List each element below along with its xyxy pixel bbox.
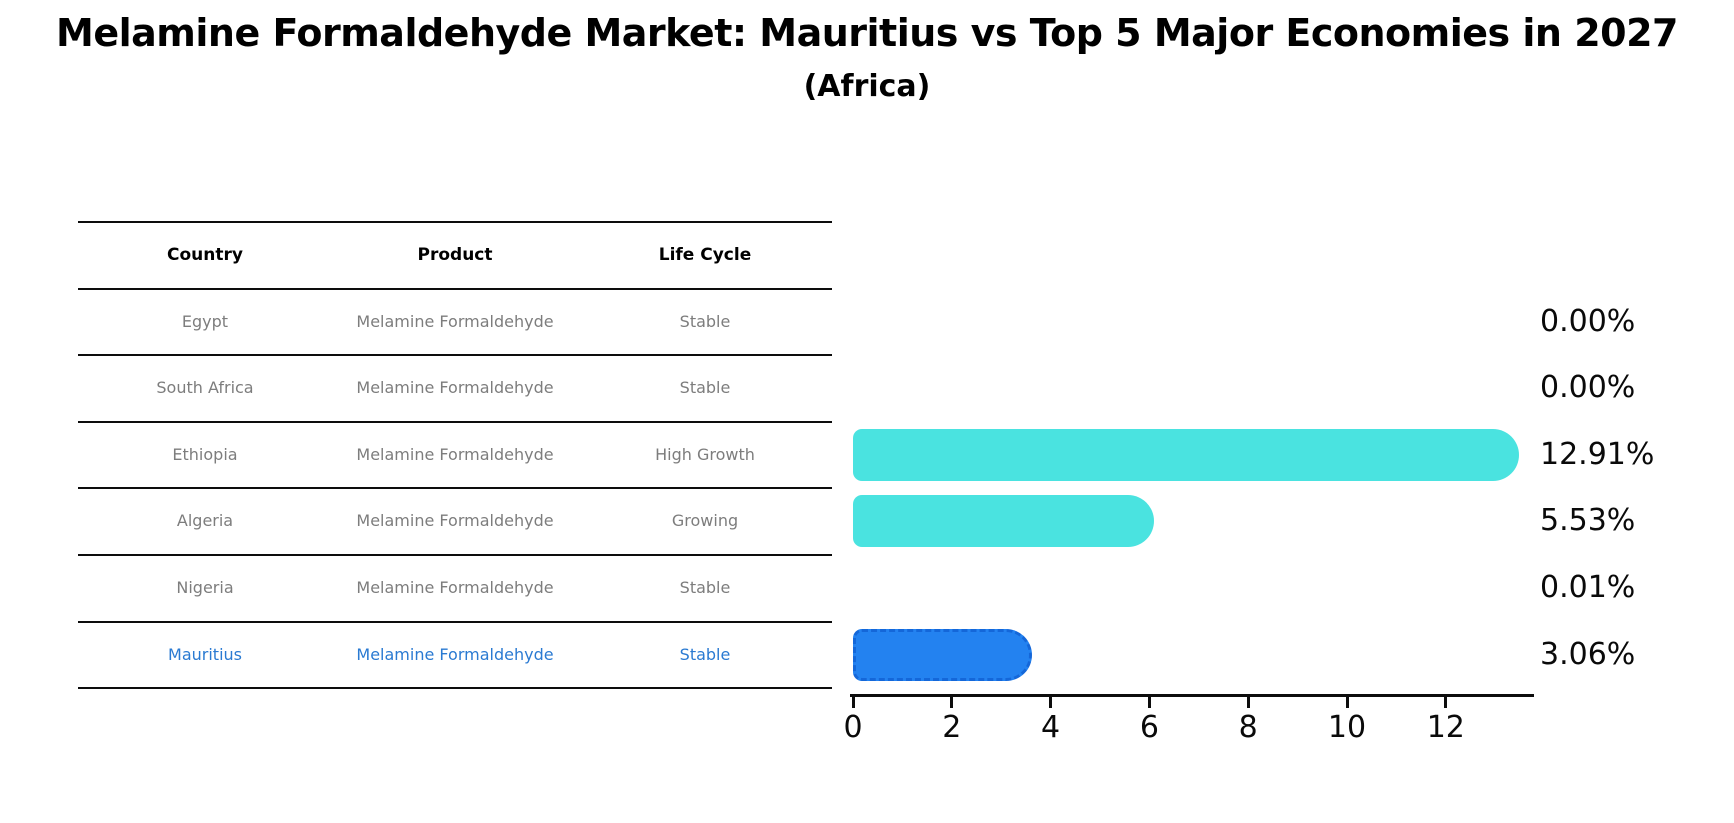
table-rule bbox=[78, 421, 832, 423]
table-cell-product: Melamine Formaldehyde bbox=[356, 312, 554, 331]
table-cell-product-mauritius: Melamine Formaldehyde bbox=[356, 645, 554, 664]
table-rule bbox=[78, 554, 832, 556]
chart-subtitle: (Africa) bbox=[803, 69, 931, 104]
x-axis-tick bbox=[1444, 694, 1448, 708]
table-cell-lifecycle: High Growth bbox=[655, 445, 755, 464]
table-cell-lifecycle: Stable bbox=[679, 578, 731, 597]
table-cell-country: Egypt bbox=[181, 312, 229, 331]
table-header-product: Product bbox=[417, 245, 493, 265]
table-rule bbox=[78, 621, 832, 623]
table-header-lifecycle: Life Cycle bbox=[658, 245, 752, 265]
table-cell-country: Ethiopia bbox=[172, 445, 238, 464]
bar-ethiopia bbox=[853, 429, 1519, 481]
bar-mauritius bbox=[853, 629, 1033, 681]
x-axis-tick bbox=[1147, 694, 1151, 708]
x-axis-tick-label: 6 bbox=[1139, 710, 1159, 745]
table-rule bbox=[78, 221, 832, 223]
x-axis-tick-label: 4 bbox=[1041, 710, 1061, 745]
table-cell-country: Algeria bbox=[176, 511, 234, 530]
x-axis-tick bbox=[1246, 694, 1250, 708]
table-rule bbox=[78, 487, 832, 489]
value-label: 3.06% bbox=[1540, 637, 1636, 672]
x-axis-line bbox=[850, 694, 1534, 697]
table-cell-lifecycle: Stable bbox=[679, 312, 731, 331]
table-cell-lifecycle: Stable bbox=[679, 378, 731, 397]
table-rule bbox=[78, 288, 832, 290]
table-cell-country-mauritius: Mauritius bbox=[168, 645, 242, 664]
table-cell-country: Nigeria bbox=[176, 578, 234, 597]
x-axis-tick-label: 8 bbox=[1238, 710, 1258, 745]
table-rule bbox=[78, 687, 832, 689]
x-axis-tick bbox=[851, 694, 855, 708]
table-cell-product: Melamine Formaldehyde bbox=[356, 378, 554, 397]
table-cell-lifecycle: Growing bbox=[671, 511, 739, 530]
table-cell-lifecycle-mauritius: Stable bbox=[679, 645, 731, 664]
table-header-country: Country bbox=[167, 245, 243, 265]
table-cell-country: South Africa bbox=[156, 378, 254, 397]
x-axis-tick-label: 2 bbox=[942, 710, 962, 745]
value-label: 5.53% bbox=[1540, 503, 1636, 538]
chart-title: Melamine Formaldehyde Market: Mauritius … bbox=[56, 11, 1678, 55]
table-cell-product: Melamine Formaldehyde bbox=[356, 578, 554, 597]
value-label: 0.00% bbox=[1540, 370, 1636, 405]
table-cell-product: Melamine Formaldehyde bbox=[356, 445, 554, 464]
bar-algeria bbox=[853, 495, 1155, 547]
x-axis-tick bbox=[950, 694, 954, 708]
value-label: 0.00% bbox=[1540, 304, 1636, 339]
x-axis-tick bbox=[1049, 694, 1053, 708]
value-label: 0.01% bbox=[1540, 570, 1636, 605]
x-axis-tick-label: 0 bbox=[843, 710, 863, 745]
table-cell-product: Melamine Formaldehyde bbox=[356, 511, 554, 530]
x-axis-tick-label: 12 bbox=[1426, 710, 1465, 745]
x-axis-tick-label: 10 bbox=[1327, 710, 1367, 745]
value-label: 12.91% bbox=[1540, 437, 1655, 472]
x-axis-tick bbox=[1345, 694, 1349, 708]
table-rule bbox=[78, 354, 832, 356]
